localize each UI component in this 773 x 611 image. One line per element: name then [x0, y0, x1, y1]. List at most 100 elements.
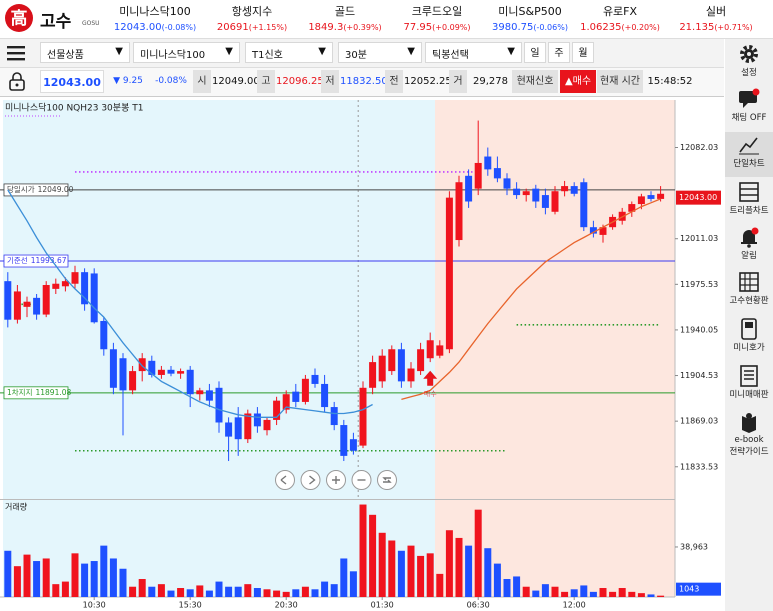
candle-body [561, 186, 569, 192]
dropdown[interactable]: T1신호 ▼ [245, 42, 333, 63]
volume-bar [426, 553, 434, 597]
field-label: 시 [193, 70, 211, 93]
ticker-change: (-0.06%) [533, 23, 568, 32]
volume-bar [580, 585, 588, 597]
candle-body [397, 349, 405, 382]
volume-bar [609, 591, 617, 597]
signal-label: 현재신호 [512, 70, 558, 93]
candle-body [551, 191, 559, 212]
sidebar-icon [740, 45, 758, 63]
sidebar-item[interactable]: 채팅 OFF [725, 86, 773, 131]
period-button[interactable]: 월 [572, 42, 594, 63]
ticker-change: (+0.71%) [714, 23, 753, 32]
candle-body [42, 285, 50, 315]
candle-body [311, 374, 319, 384]
axis-bg [675, 100, 724, 611]
volume-bar [71, 553, 79, 597]
zoom-button[interactable] [326, 470, 346, 490]
volume-bar [349, 571, 357, 597]
ticker-change: (+0.09%) [432, 23, 471, 32]
dropdown-arrow: ▼ [407, 46, 415, 57]
sidebar-item[interactable]: 미니매매판 [725, 363, 773, 408]
y-tick-label: 11940.05 [680, 325, 718, 334]
volume-bar [215, 581, 223, 597]
candle-body [349, 439, 357, 451]
volume-bar [637, 593, 645, 597]
sidebar-item[interactable]: 설정 [725, 41, 773, 86]
volume-bar [455, 537, 463, 597]
chart-title: 미니나스닥100 NQH23 30분봉 T1 [5, 103, 143, 114]
quote-price: 12043.00 [40, 70, 104, 93]
ticker[interactable]: 미니S&P500 3980.75(-0.06%) [482, 3, 578, 33]
volume-bar [570, 589, 578, 597]
last-volume-label: 1043 [679, 585, 699, 594]
ticker-name: 미니S&P500 [498, 5, 562, 18]
dropdown[interactable]: 선물상품 ▼ [40, 42, 130, 63]
sidebar-item[interactable]: 미니호가 [725, 316, 773, 361]
volume-bar [378, 532, 386, 597]
volume-bar [417, 555, 425, 597]
zoom-button[interactable] [351, 470, 372, 490]
candle-body [417, 349, 425, 372]
ticker[interactable]: 유로FX 1.06235(+0.20%) [572, 3, 668, 33]
candle-body [637, 196, 645, 205]
sidebar-item[interactable]: 단일차트 [725, 132, 773, 177]
candle-body [532, 188, 540, 202]
candle-body [186, 369, 194, 395]
volume-bar [484, 548, 492, 597]
price-line-value: 12049.00 [38, 185, 74, 194]
sidebar-item[interactable]: 고수현황판 [725, 269, 773, 314]
volume-bar [167, 590, 175, 597]
candle-body [215, 387, 223, 423]
ticker-name: 실버 [705, 5, 727, 18]
volume-bar [100, 545, 108, 597]
quote-change: ▼ 9.25 [113, 76, 143, 86]
ticker[interactable]: 항셍지수 20691(+1.15%) [204, 3, 300, 33]
ticker[interactable]: 실버 21.135(+0.71%) [668, 3, 764, 33]
field-label: 거 [449, 70, 467, 93]
ticker[interactable]: 골드 1849.3(+0.39%) [297, 3, 393, 33]
volume-bar [503, 579, 511, 597]
price-line-name: 1차지지 [7, 388, 32, 397]
ticker[interactable]: 미니나스닥100 12043.00(-0.08%) [107, 3, 203, 33]
ticker-change: (+1.15%) [248, 23, 288, 32]
field-label: 전 [385, 70, 403, 93]
volume-bar [340, 558, 348, 597]
sidebar-label: 미니호가 [733, 343, 765, 353]
candle-body [263, 419, 271, 431]
candle-body [465, 175, 473, 202]
volume-bar [52, 584, 60, 597]
dropdown[interactable]: 미니나스닥100 ▼ [133, 42, 240, 63]
candle-body [148, 360, 156, 375]
period-button[interactable]: 주 [548, 42, 570, 63]
dropdown[interactable]: 틱봉선택 ▼ [425, 42, 522, 63]
lock-icon[interactable] [8, 72, 26, 92]
period-button[interactable]: 일 [524, 42, 546, 63]
zoom-button[interactable] [377, 470, 397, 490]
ticker-price: 77.95 [403, 22, 433, 33]
volume-bar [465, 545, 473, 597]
zoom-button[interactable] [300, 470, 321, 490]
sidebar-item[interactable]: 알림 [725, 224, 773, 269]
volume-bar [657, 595, 665, 597]
zoom-circle [275, 470, 295, 490]
volume-bar [407, 545, 415, 597]
candle-body [282, 394, 290, 410]
volume-bar [177, 588, 185, 597]
candle-body [330, 407, 338, 426]
field-value: 11832.50 [340, 76, 388, 87]
candle-body [4, 281, 12, 320]
volume-bar [445, 530, 453, 597]
dropdown[interactable]: 30분 ▼ [338, 42, 422, 63]
signal-label: 매수 [424, 390, 437, 398]
sidebar-item[interactable]: e-book 전략가이드 [725, 410, 773, 457]
ticker[interactable]: 크루드오일 77.95(+0.09%) [389, 3, 485, 33]
menu-icon[interactable] [7, 45, 27, 61]
zoom-button[interactable] [275, 470, 295, 490]
time-axis-bg [0, 597, 675, 611]
sidebar-label: 미니매매판 [729, 390, 769, 400]
volume-bar [109, 558, 117, 597]
sidebar-item[interactable]: 트리플차트 [725, 179, 773, 224]
field-value: 12049.00 [212, 76, 260, 87]
